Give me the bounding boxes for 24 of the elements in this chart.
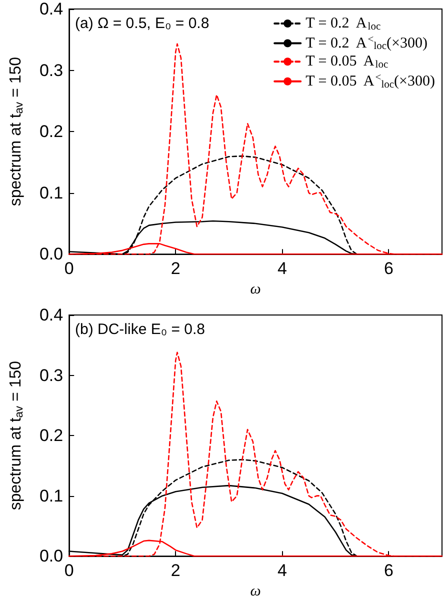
x-axis-title: ω <box>250 282 261 298</box>
y-tick-label: 0.2 <box>39 426 64 446</box>
x-tick-label: 4 <box>277 259 287 278</box>
y-tick-label: 0.3 <box>39 366 64 385</box>
x-tick-label: 0 <box>64 561 74 580</box>
x-tick-label: 6 <box>384 561 394 580</box>
x-tick-label: 4 <box>277 561 287 580</box>
y-tick-label: 0.1 <box>39 183 64 202</box>
y-tick-label: 0.3 <box>39 60 64 80</box>
x-tick-label: 6 <box>384 259 394 278</box>
y-tick-label: 0.0 <box>39 244 64 264</box>
chart-title: (b) DC-like E₀ = 0.8 <box>75 321 206 338</box>
y-tick-label: 0.4 <box>39 0 64 18</box>
x-tick-label: 0 <box>64 259 74 278</box>
x-tick-label: 2 <box>170 561 180 580</box>
x-tick-label: 2 <box>170 259 180 278</box>
y-tick-label: 0.4 <box>39 306 64 324</box>
chart-title: (a) Ω = 0.5, E₀ = 0.8 <box>75 15 210 32</box>
x-axis-title: ω <box>250 584 261 600</box>
y-tick-label: 0.0 <box>39 546 64 566</box>
y-axis-title: spectrum at tav = 150 <box>8 56 26 206</box>
y-tick-label: 0.1 <box>39 486 64 506</box>
y-axis-title: spectrum at tav = 150 <box>8 360 26 510</box>
y-tick-label: 0.2 <box>39 122 64 142</box>
